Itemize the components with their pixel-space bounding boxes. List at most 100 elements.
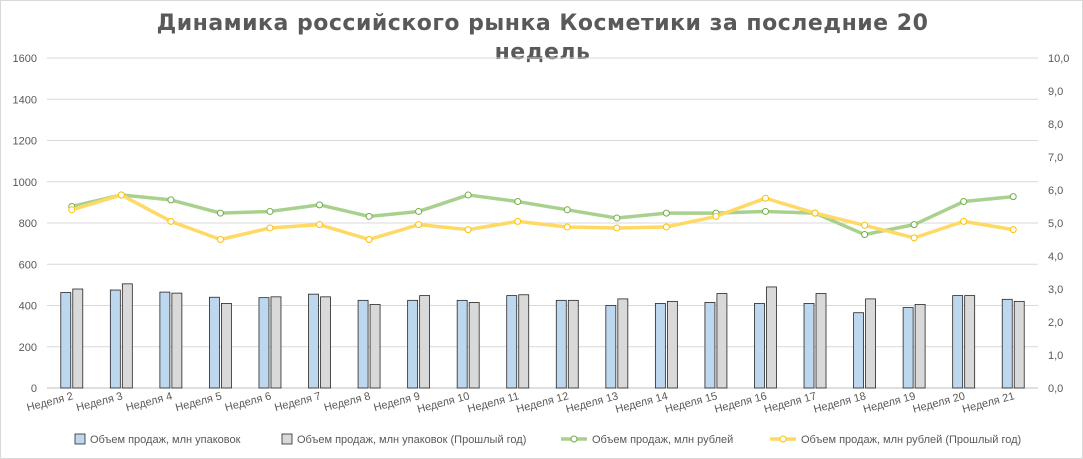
bar [258,297,270,389]
left-axis-tick-label: 1000 [13,177,37,189]
right-axis-tick-label: 4,0 [1048,251,1063,263]
legend-swatch [281,433,293,445]
line-point [167,217,175,225]
left-axis-tick-label: 0 [31,383,37,395]
line-point [117,191,125,199]
chart-title: Динамика российского рынка Косметики за … [1,9,1083,67]
category-tick-label: Неделя 18 [812,390,867,415]
line-point [613,214,621,222]
line-point [514,217,522,225]
category-tick-label: Неделя 13 [565,390,620,415]
category-tick-label: Неделя 9 [372,390,421,414]
line-point [68,206,76,214]
legend-label: Объем продаж, млн рублей [592,434,733,446]
line-point [365,236,373,243]
category-tick-label: Неделя 21 [961,390,1016,415]
series-line [71,193,1014,242]
right-axis-tick-label: 7,0 [1048,152,1063,164]
bar [171,292,183,389]
line-point [167,196,175,204]
series-line [71,193,1014,237]
line-point [960,198,968,206]
bar [902,307,914,389]
bar [407,299,419,389]
bar [506,295,518,389]
line-point [861,231,869,239]
right-axis-tick-label: 5,0 [1048,218,1063,230]
line-point [266,224,274,232]
bar [1001,298,1013,389]
line-point [316,201,324,209]
line-point [415,207,423,215]
legend-marker [570,435,578,443]
category-tick-label: Неделя 5 [174,390,223,414]
line-point [563,206,571,214]
category-tick-label: Неделя 17 [763,390,818,415]
category-tick-label: Неделя 3 [75,390,124,414]
legend-swatch [74,433,86,445]
line-point [662,209,670,217]
bar [419,295,431,389]
bar [369,304,381,389]
right-axis-tick-label: 10,0 [1048,53,1069,65]
bar [815,293,827,389]
category-tick-label: Неделя 11 [466,390,520,415]
right-axis-tick-label: 2,0 [1048,317,1063,329]
line-point [761,194,769,202]
line-point [910,234,918,242]
left-axis-tick-label: 1600 [13,53,37,65]
line-point [662,223,670,231]
bar [320,296,331,389]
right-axis-tick-label: 3,0 [1048,284,1063,296]
legend-label: Объем продаж, млн упаковок [90,434,241,446]
bar [518,294,530,389]
legend-label: Объем продаж, млн упаковок (Прошлый год) [297,434,526,446]
line-point [464,226,472,234]
category-tick-label: Неделя 12 [515,390,570,415]
left-axis-tick-label: 600 [19,259,37,271]
bar [766,286,777,389]
bar [605,305,617,389]
bar [72,288,84,389]
left-axis-tick-label: 1200 [13,136,37,148]
left-axis-tick-label: 200 [19,342,37,354]
line-point [216,236,224,243]
bar [865,298,876,389]
bar [853,312,864,389]
line-point [1009,226,1017,234]
left-axis-tick-label: 1400 [13,94,37,106]
line-point [712,212,720,220]
line-point [415,221,423,229]
right-axis-tick-label: 9,0 [1048,86,1063,98]
category-tick-label: Неделя 20 [912,390,967,415]
bar [468,302,480,389]
line-point [464,191,472,199]
bar [270,296,282,389]
legend-label: Объем продаж, млн рублей (Прошлый год) [801,434,1021,446]
bar [567,299,579,389]
chart-title-line-2: недель [494,40,591,65]
bar [914,304,926,389]
right-axis-tick-label: 8,0 [1048,119,1063,131]
line-point [613,224,621,232]
bar [952,295,964,389]
category-tick-label: Неделя 8 [323,390,372,414]
bar [221,303,232,389]
line-point [216,209,224,217]
category-tick-label: Неделя 10 [416,390,471,415]
bar [121,283,133,389]
right-axis-tick-label: 6,0 [1048,185,1063,197]
line-point [811,209,819,217]
bar [109,289,121,389]
bar [964,295,976,389]
line-point [514,198,522,206]
right-axis-tick-label: 1,0 [1048,350,1063,362]
line-point [1009,193,1017,201]
category-tick-label: Неделя 7 [273,390,322,414]
bar [754,303,765,389]
bar [456,299,468,389]
category-tick-label: Неделя 19 [862,390,917,415]
line-point [761,207,769,215]
